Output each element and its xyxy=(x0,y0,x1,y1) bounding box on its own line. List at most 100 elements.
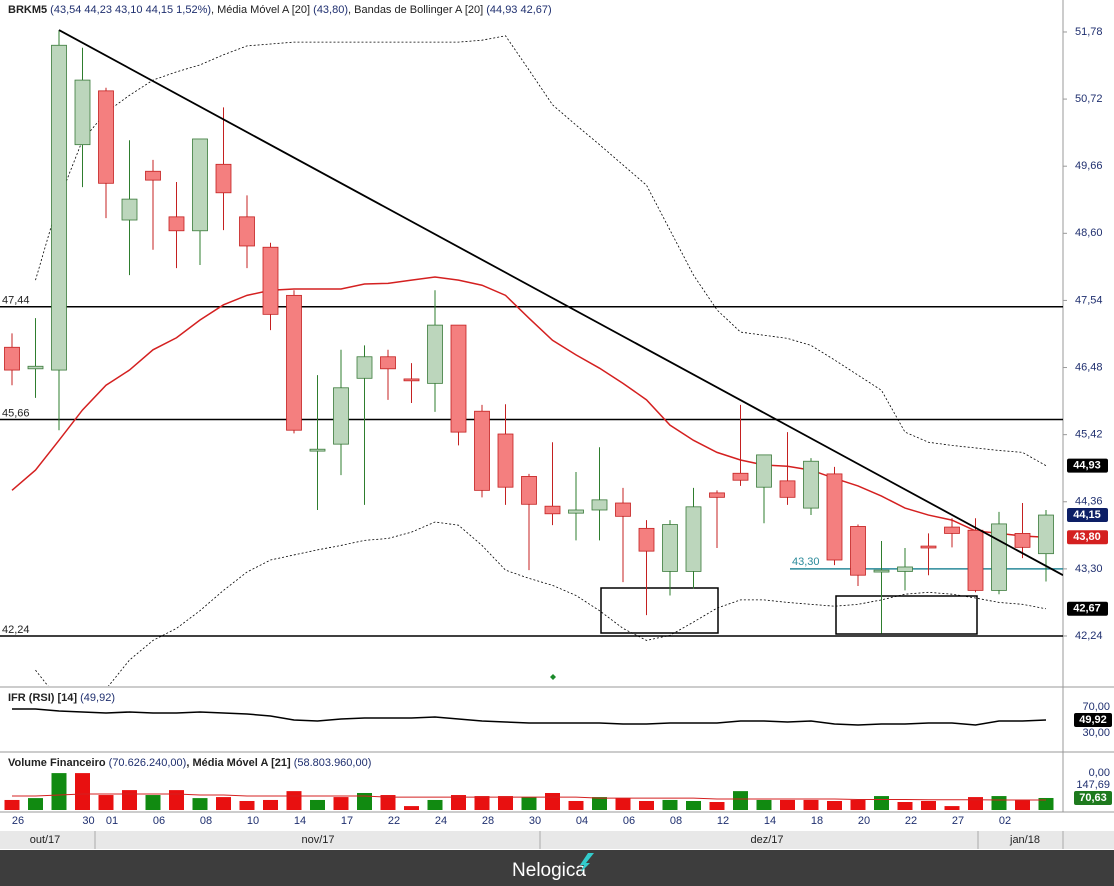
candle-body xyxy=(732,472,749,481)
candle-body xyxy=(380,356,396,370)
volume-bar xyxy=(850,799,866,810)
y-tick-label: 49,66 xyxy=(1075,160,1103,172)
candle-body xyxy=(262,246,279,315)
month-label: dez/17 xyxy=(750,834,783,846)
x-tick-label: 14 xyxy=(294,815,306,827)
volume-bar xyxy=(521,797,537,810)
y-tick-label: 46,48 xyxy=(1075,361,1103,373)
x-tick-label: 27 xyxy=(952,815,964,827)
x-tick-label: 08 xyxy=(670,815,682,827)
horizontal-line-label: 42,24 xyxy=(2,624,30,636)
volume-ma-name: , Média Móvel A [21] xyxy=(186,757,293,769)
value-badge-label: 44,15 xyxy=(1073,509,1101,521)
candle-body xyxy=(403,378,420,382)
y-tick-label: 42,24 xyxy=(1075,630,1103,642)
candle-body xyxy=(544,505,561,515)
volume-bar xyxy=(733,791,748,810)
volume-bar xyxy=(75,773,90,810)
volume-bar xyxy=(686,800,701,810)
horizontal-line-label: 45,66 xyxy=(2,407,30,419)
candle-body xyxy=(850,526,866,576)
footer-bar xyxy=(0,850,1114,886)
box-annotation xyxy=(600,587,719,634)
volume-bar xyxy=(991,796,1007,810)
candle-body xyxy=(991,523,1007,591)
value-badge-label: 70,63 xyxy=(1079,792,1107,804)
volume-bar xyxy=(639,800,654,810)
rsi-tick-label: 70,00 xyxy=(1082,701,1110,713)
candle-body xyxy=(897,566,913,572)
x-tick-label: 08 xyxy=(200,815,212,827)
legend-ma-value: (43,80) xyxy=(313,4,348,16)
y-tick-label: 43,30 xyxy=(1075,563,1103,575)
value-badge xyxy=(1074,713,1112,728)
candle-body xyxy=(286,294,302,431)
volume-bar xyxy=(780,799,795,810)
volume-bar xyxy=(827,800,842,810)
candle-body xyxy=(497,433,514,488)
volume-tick-label: 147,69 xyxy=(1076,779,1110,791)
volume-bar xyxy=(615,798,631,810)
volume-bar xyxy=(474,796,490,810)
x-tick-label: 22 xyxy=(388,815,400,827)
volume-bar xyxy=(662,799,678,810)
volume-bar xyxy=(592,797,607,810)
candle-body xyxy=(239,216,255,247)
box-annotation xyxy=(835,595,978,635)
rsi-name: IFR (RSI) [14] xyxy=(8,692,80,704)
volume-bar xyxy=(756,799,772,810)
volume-bar xyxy=(803,799,819,810)
volume-bar xyxy=(286,791,302,810)
support-label: 43,30 xyxy=(792,556,820,568)
horizontal-line-label: 47,44 xyxy=(2,295,30,307)
candle-body xyxy=(944,526,960,534)
candle-body xyxy=(168,216,185,232)
candle-body xyxy=(1014,533,1031,548)
rsi-value: (49,92) xyxy=(80,692,115,704)
volume-bar xyxy=(169,790,184,810)
volume-bar xyxy=(310,799,325,810)
price-panel xyxy=(0,29,1063,686)
candle-body xyxy=(873,569,890,573)
x-tick-label: 10 xyxy=(247,815,259,827)
rsi-legend: IFR (RSI) [14] (49,92) xyxy=(8,692,115,704)
value-badge-label: 44,93 xyxy=(1073,460,1101,472)
candle-body xyxy=(1038,514,1054,555)
candle-body xyxy=(121,198,138,221)
volume-bar xyxy=(968,797,983,810)
volume-bar xyxy=(145,795,161,810)
x-tick-label: 30 xyxy=(529,815,541,827)
x-tick-label: 06 xyxy=(623,815,635,827)
volume-average xyxy=(12,793,1047,801)
value-badge-label: 49,92 xyxy=(1079,714,1107,726)
volume-bar xyxy=(404,806,419,810)
candle-body xyxy=(920,545,937,549)
candle-body xyxy=(615,502,631,517)
candle-body xyxy=(192,138,208,232)
volume-bar xyxy=(357,792,372,810)
marker xyxy=(550,674,556,680)
month-label: nov/17 xyxy=(301,834,334,846)
footer-brand: Nelogica xyxy=(512,860,586,881)
candle-body xyxy=(474,410,490,491)
volume-bar xyxy=(122,790,137,810)
candle-body xyxy=(779,480,796,498)
volume-name: Volume Financeiro xyxy=(8,757,106,769)
rsi-line xyxy=(12,708,1047,726)
value-badge xyxy=(1067,508,1108,523)
x-tick-label: 17 xyxy=(341,815,353,827)
rsi-tick-label: 30,00 xyxy=(1082,727,1110,739)
legend: BRKM5 (43,54 44,23 43,10 44,15 1,52%), M… xyxy=(8,4,552,16)
x-tick-label: 30 xyxy=(82,815,94,827)
x-tick-label: 22 xyxy=(905,815,917,827)
volume-bar xyxy=(98,795,114,810)
y-tick-label: 47,54 xyxy=(1075,294,1103,306)
x-tick-label: 26 xyxy=(12,815,24,827)
candle-body xyxy=(662,524,678,572)
volume-value: (70.626.240,00) xyxy=(106,757,187,769)
candle-body xyxy=(51,44,67,371)
candle-body xyxy=(145,170,161,181)
month-label: jan/18 xyxy=(1009,834,1040,846)
